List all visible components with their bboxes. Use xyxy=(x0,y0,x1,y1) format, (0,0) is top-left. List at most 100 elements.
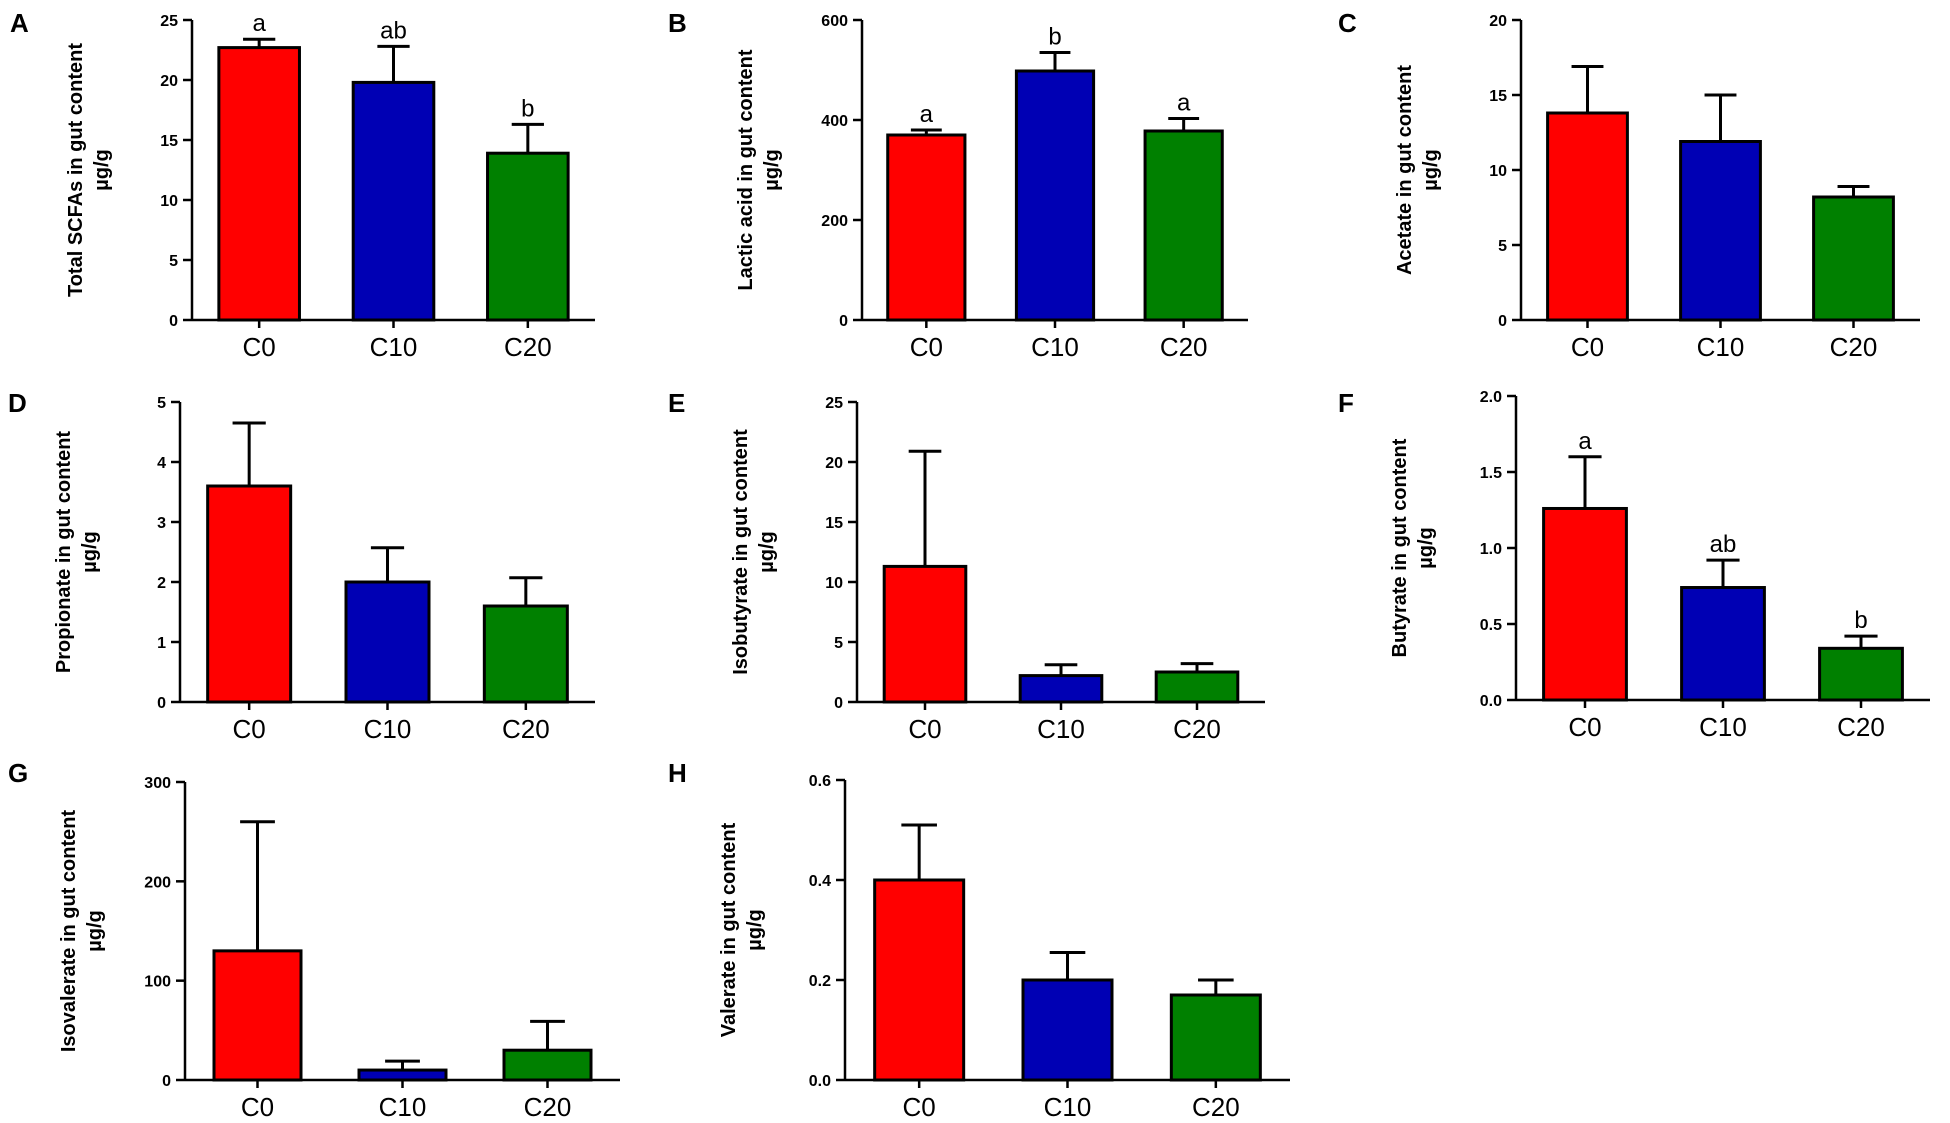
y-tick-label: 3 xyxy=(157,515,166,532)
panel-b: B 0 200 400 600 Lactic acid in gut content µg/… xyxy=(668,8,1248,362)
y-tick-label: 200 xyxy=(821,213,848,230)
y-axis-unit: µg/g xyxy=(761,149,783,191)
y-tick-label: 600 xyxy=(821,13,848,30)
y-tick-label: 20 xyxy=(825,455,843,472)
y-axis-unit: µg/g xyxy=(91,149,113,191)
x-tick-label-c20: C20 xyxy=(1830,332,1878,362)
bar-c10 xyxy=(1679,140,1762,322)
y-tick-label: 5 xyxy=(157,395,166,412)
x-tick-label-c0: C0 xyxy=(233,714,266,744)
bar-c20 xyxy=(1818,646,1904,702)
bar-c10 xyxy=(1014,69,1096,322)
bar-c10 xyxy=(1021,978,1114,1082)
y-tick-label: 25 xyxy=(160,13,178,30)
bar-c0 xyxy=(1542,506,1628,702)
y-axis-title: Propionate in gut content xyxy=(53,431,75,674)
x-tick-label-c0: C0 xyxy=(243,332,276,362)
panel-e: E 0 5 10 15 20 25 Isobutyrate in gut content µg/… xyxy=(668,388,1265,744)
bar-c0 xyxy=(206,484,293,704)
y-tick-label: 0.0 xyxy=(809,1073,831,1090)
significance-label-c0: a xyxy=(1578,428,1592,455)
y-tick-label: 0.2 xyxy=(809,973,831,990)
y-tick-label: 0 xyxy=(169,313,178,330)
y-tick-label: 1.5 xyxy=(1480,465,1502,482)
y-tick-label: 20 xyxy=(1489,13,1507,30)
significance-label-c10: b xyxy=(1048,24,1061,51)
y-axis-unit: µg/g xyxy=(756,531,778,573)
y-tick-label: 5 xyxy=(834,635,843,652)
panel-g: G 0 100 200 300 Isovalerate in gut content µg/… xyxy=(8,758,620,1122)
bar-c10 xyxy=(357,1068,448,1082)
bar-c10 xyxy=(351,80,436,322)
y-tick-label: 1 xyxy=(157,635,166,652)
y-tick-label: 300 xyxy=(144,775,171,792)
y-tick-label: 200 xyxy=(144,874,171,891)
bar-c20 xyxy=(482,604,569,704)
y-tick-label: 1.0 xyxy=(1480,541,1502,558)
x-tick-label-c0: C0 xyxy=(903,1092,936,1122)
y-tick-label: 0 xyxy=(1498,313,1507,330)
x-tick-label-c0: C0 xyxy=(908,714,941,744)
x-tick-label-c10: C10 xyxy=(370,332,418,362)
y-axis-unit: µg/g xyxy=(1420,149,1442,191)
x-tick-label-c20: C20 xyxy=(504,332,552,362)
y-tick-label: 4 xyxy=(157,455,166,472)
y-axis-unit: µg/g xyxy=(79,531,101,573)
x-tick-label-c20: C20 xyxy=(524,1092,572,1122)
panel-letter-b: B xyxy=(668,8,687,38)
x-tick-label-c20: C20 xyxy=(1837,712,1885,742)
y-tick-label: 0.0 xyxy=(1480,693,1502,710)
y-tick-label: 0 xyxy=(162,1073,171,1090)
panel-letter-f: F xyxy=(1338,388,1354,418)
y-tick-label: 15 xyxy=(1489,88,1507,105)
panel-letter-c: C xyxy=(1338,8,1357,38)
x-tick-label-c10: C10 xyxy=(1699,712,1747,742)
panel-letter-g: G xyxy=(8,758,28,788)
bar-c20 xyxy=(502,1048,593,1082)
y-tick-label: 5 xyxy=(1498,238,1507,255)
significance-label-c20: b xyxy=(521,95,534,122)
y-tick-label: 10 xyxy=(825,575,843,592)
y-tick-label: 10 xyxy=(160,193,178,210)
bar-c10 xyxy=(1018,674,1104,704)
x-tick-label-c0: C0 xyxy=(1568,712,1601,742)
bar-c0 xyxy=(873,878,966,1082)
y-axis-title: Acetate in gut content xyxy=(1394,65,1416,275)
y-tick-label: 20 xyxy=(160,73,178,90)
x-tick-label-c20: C20 xyxy=(1160,332,1208,362)
x-tick-label-c0: C0 xyxy=(910,332,943,362)
y-tick-label: 10 xyxy=(1489,163,1507,180)
y-axis-title: Butyrate in gut content xyxy=(1389,438,1411,657)
panel-letter-d: D xyxy=(8,388,27,418)
y-tick-label: 2.0 xyxy=(1480,389,1502,406)
x-tick-label-c10: C10 xyxy=(1697,332,1745,362)
bar-c20 xyxy=(1169,993,1262,1082)
y-axis-title: Total SCFAs in gut content xyxy=(65,43,87,297)
y-tick-label: 100 xyxy=(144,974,171,991)
x-tick-label-c20: C20 xyxy=(502,714,550,744)
y-axis-unit: µg/g xyxy=(84,910,106,952)
significance-label-c0: a xyxy=(252,10,266,37)
x-tick-label-c10: C10 xyxy=(379,1092,427,1122)
x-tick-label-c0: C0 xyxy=(1571,332,1604,362)
y-tick-label: 0 xyxy=(834,695,843,712)
y-tick-label: 0 xyxy=(839,313,848,330)
bar-c0 xyxy=(217,46,301,322)
panel-h: H 0.0 0.2 0.4 0.6 Valerate in gut content µg/g… xyxy=(668,758,1290,1122)
y-axis-title: Lactic acid in gut content xyxy=(735,49,757,290)
x-tick-label-c10: C10 xyxy=(364,714,412,744)
x-tick-label-c20: C20 xyxy=(1173,714,1221,744)
y-axis-unit: µg/g xyxy=(1415,527,1437,569)
y-tick-label: 400 xyxy=(821,113,848,130)
panel-letter-h: H xyxy=(668,758,687,788)
y-tick-label: 0.6 xyxy=(809,773,831,790)
bar-c20 xyxy=(1812,195,1895,322)
panel-f: F 0.0 0.5 1.0 1.5 2.0 Butyrate in gut content µ… xyxy=(1338,388,1930,742)
x-tick-label-c0: C0 xyxy=(241,1092,274,1122)
y-axis-title: Valerate in gut content xyxy=(718,822,740,1037)
bar-c0 xyxy=(1546,111,1629,322)
x-tick-label-c10: C10 xyxy=(1031,332,1079,362)
panel-letter-a: A xyxy=(10,8,29,38)
